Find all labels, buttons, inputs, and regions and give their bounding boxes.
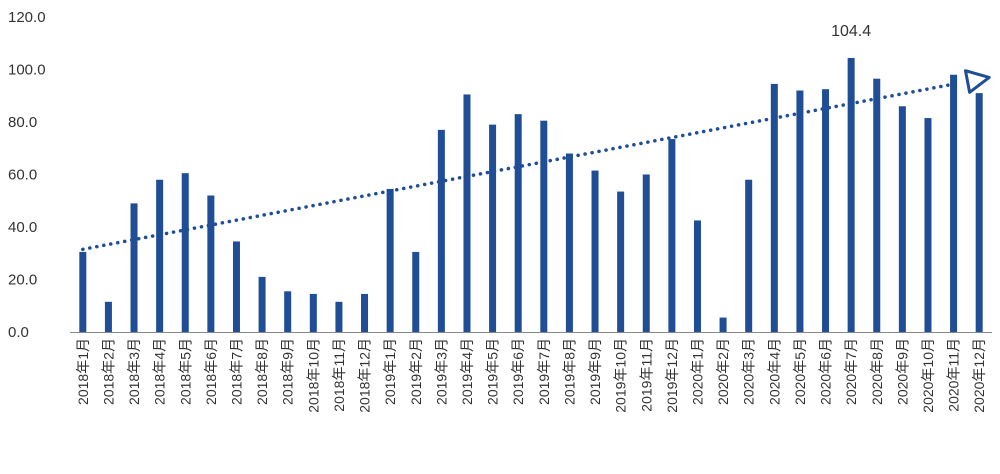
bar — [207, 195, 215, 332]
bar — [796, 90, 804, 332]
bar — [130, 203, 138, 333]
x-tick-label: 2019年5月 — [485, 338, 501, 405]
x-tick-label: 2020年4月 — [766, 338, 782, 405]
x-tick-label: 2018年1月 — [75, 338, 91, 405]
x-tick-label: 2018年3月 — [126, 338, 142, 405]
bar — [514, 114, 522, 333]
x-tick-label: 2018年10月 — [305, 338, 321, 413]
x-tick-label: 2019年2月 — [408, 338, 424, 405]
x-tick-label: 2018年9月 — [280, 338, 296, 405]
bar — [847, 57, 855, 332]
trendline-dots — [81, 81, 959, 252]
x-tick-label: 2018年4月 — [152, 338, 168, 405]
bar — [693, 220, 701, 332]
bar — [642, 174, 650, 332]
bar — [258, 276, 266, 333]
x-tick-label: 2018年6月 — [203, 338, 219, 405]
x-tick-label: 2019年7月 — [536, 338, 552, 405]
x-tick-label: 2019年3月 — [433, 338, 449, 405]
bar — [719, 317, 727, 332]
bar — [745, 179, 753, 332]
x-tick-label: 2020年12月 — [971, 338, 987, 413]
x-tick-label: 2020年3月 — [741, 338, 757, 405]
x-tick-label: 2019年12月 — [664, 338, 680, 413]
bar — [668, 139, 676, 332]
y-tick-label: 100.0 — [8, 62, 46, 79]
x-tick-label: 2019年6月 — [510, 338, 526, 405]
x-tick-label: 2019年9月 — [587, 338, 603, 405]
bar — [412, 251, 420, 332]
bar — [181, 173, 189, 332]
bar — [79, 251, 87, 332]
x-tick-label: 2020年10月 — [920, 338, 936, 413]
x-tick-label: 2020年11月 — [946, 338, 962, 412]
x-tick-label: 2018年5月 — [177, 338, 193, 405]
x-tick-label: 2020年1月 — [689, 338, 705, 405]
y-tick-label: 120.0 — [8, 9, 46, 26]
x-tick-label: 2019年1月 — [382, 338, 398, 405]
bar — [565, 153, 573, 332]
x-tick-label: 2018年7月 — [228, 338, 244, 405]
y-tick-label: 20.0 — [8, 272, 37, 289]
bar — [591, 170, 599, 332]
bar — [156, 179, 164, 332]
bars — [79, 57, 983, 333]
x-tick-label: 2020年9月 — [894, 338, 910, 405]
bar — [309, 293, 317, 332]
y-tick-label: 80.0 — [8, 114, 37, 131]
trendline-arrowhead — [964, 69, 991, 94]
x-tick-label: 2020年7月 — [843, 338, 859, 405]
x-tick-label: 2019年10月 — [613, 338, 629, 413]
bar — [924, 118, 932, 332]
x-tick-label: 2020年5月 — [792, 338, 808, 405]
bar — [386, 188, 394, 332]
x-axis-labels: 2018年1月 2018年2月 2018年3月 2018年4月 2018年5月 2018年… — [75, 338, 987, 413]
y-tick-label: 60.0 — [8, 167, 37, 184]
bar — [975, 93, 983, 333]
y-axis-labels: 0.0 20.0 40.0 60.0 80.0 100.0 120.0 — [8, 9, 46, 341]
x-tick-label: 2018年2月 — [100, 338, 116, 405]
x-tick-label: 2020年2月 — [715, 338, 731, 405]
y-tick-label: 0.0 — [8, 324, 29, 341]
x-tick-label: 2020年6月 — [818, 338, 834, 405]
bar — [898, 106, 906, 332]
bar — [232, 241, 240, 332]
bar — [873, 78, 881, 332]
x-tick-label: 2019年11月 — [638, 338, 654, 412]
x-tick-label: 2020年8月 — [869, 338, 885, 405]
y-tick-label: 40.0 — [8, 219, 37, 236]
bar — [284, 291, 292, 332]
x-tick-label: 2018年8月 — [254, 338, 270, 405]
x-tick-label: 2018年11月 — [331, 338, 347, 412]
bar — [489, 124, 497, 333]
bar — [361, 293, 369, 332]
annotations: 104.4 — [831, 23, 871, 40]
x-tick-label: 2019年8月 — [561, 338, 577, 405]
bar — [104, 301, 112, 332]
bar — [617, 191, 625, 332]
bar — [950, 74, 958, 332]
bar — [437, 129, 445, 332]
bar — [770, 83, 778, 332]
x-tick-label: 2019年4月 — [459, 338, 475, 405]
data-label: 104.4 — [831, 23, 871, 40]
bar — [335, 301, 343, 332]
bar — [463, 94, 471, 332]
trendline — [81, 69, 991, 252]
bar — [540, 120, 548, 332]
x-tick-label: 2018年12月 — [357, 338, 373, 413]
bar — [822, 89, 830, 332]
